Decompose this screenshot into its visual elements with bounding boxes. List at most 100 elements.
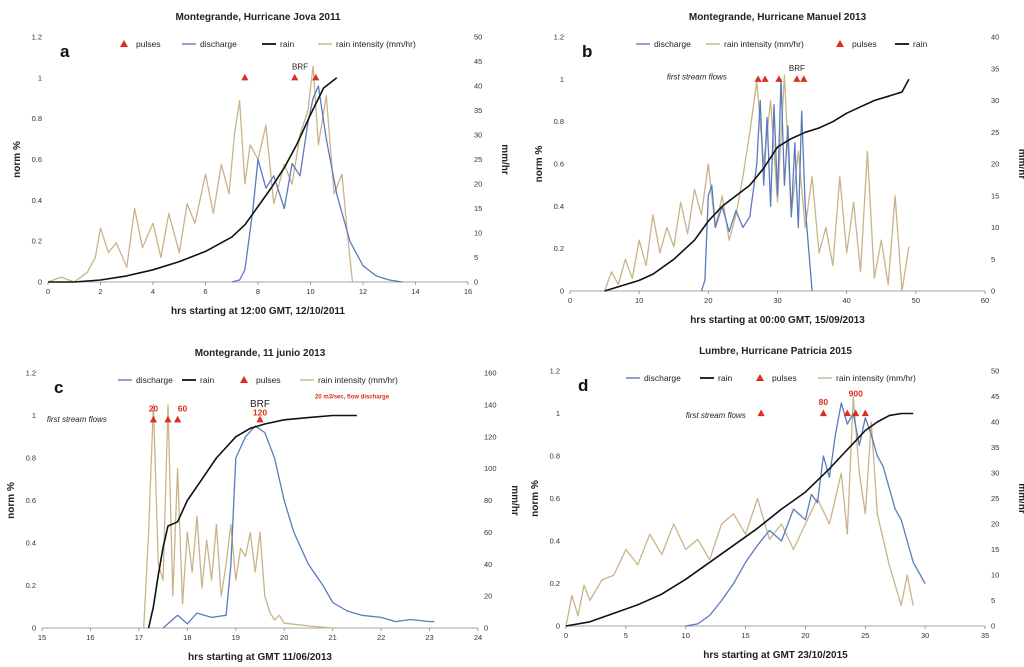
y2-tick-label: 100 (484, 464, 497, 473)
y2-tick-label: 0 (991, 287, 995, 296)
y2-tick-label: 50 (991, 367, 999, 376)
series-line-rain (565, 412, 914, 627)
legend-label: discharge (644, 373, 681, 383)
x-tick-label: 10 (635, 296, 643, 305)
annotation: BRF (292, 63, 308, 72)
y-tick-label: 0.8 (550, 452, 560, 461)
legend-label: rain intensity (mm/hr) (724, 39, 804, 49)
y-tick-label: 1 (560, 75, 564, 84)
pulse-marker (761, 75, 769, 82)
x-tick-label: 60 (981, 296, 989, 305)
panel-letter: c (54, 378, 63, 397)
chart-title: Montegrande, 11 junio 2013 (195, 348, 326, 359)
pulse-marker (757, 409, 765, 417)
y-tick-label: 0.4 (26, 539, 36, 548)
y2-tick-label: 60 (484, 528, 492, 537)
x-tick-label: 10 (682, 631, 690, 640)
x-tick-label: 35 (981, 631, 989, 640)
panel-letter: d (578, 376, 588, 395)
annotation: 20 m3/sec, flow discharge (315, 395, 390, 401)
pulse-marker (754, 75, 762, 82)
panel-b: Montegrande, Hurricane Manuel 2013 b 0 0.2 0… (534, 12, 1024, 326)
y2-tick-label: 40 (484, 560, 492, 569)
series-line-rain (48, 77, 338, 283)
pulse-marker (793, 75, 801, 82)
annotation: BRF (250, 399, 270, 410)
annotation: 80 (819, 397, 829, 407)
legend-label: discharge (136, 375, 173, 385)
chart-title: Montegrande, Hurricane Manuel 2013 (689, 12, 867, 23)
chart-title: Montegrande, Hurricane Jova 2011 (175, 12, 341, 23)
y2-tick-label: 140 (484, 400, 497, 409)
series-line-discharge (162, 425, 435, 629)
y-tick-label: 0.4 (32, 196, 42, 205)
y-tick-label: 0 (560, 287, 564, 296)
annotation: first stream flows (47, 415, 107, 424)
y2-tick-label: 10 (991, 571, 999, 580)
y2-tick-label: 30 (991, 96, 999, 105)
y-tick-label: 0.6 (554, 160, 564, 169)
x-axis-label: hrs starting at 12:00 GMT, 12/10/2011 (171, 306, 345, 317)
y2-tick-label: 10 (991, 223, 999, 232)
y-tick-label: 0.6 (550, 494, 560, 503)
x-tick-label: 6 (203, 287, 207, 296)
y-tick-label: 0.2 (32, 237, 42, 246)
pulse-marker (843, 409, 851, 417)
pulse-marker (241, 73, 249, 81)
legend-label: pulses (136, 39, 161, 49)
y2-tick-label: 0 (991, 622, 995, 631)
x-tick-label: 10 (306, 287, 314, 296)
y2-axis-label: mm/hr (499, 144, 510, 175)
series-line-intensity (603, 74, 910, 292)
x-tick-label: 16 (86, 633, 94, 642)
y-tick-label: 1.2 (550, 367, 560, 376)
pulse-marker (149, 415, 158, 423)
legend-label: rain (200, 375, 214, 385)
legend-label: pulses (256, 375, 281, 385)
legend-marker-pulses (120, 40, 128, 47)
y-tick-label: 1 (38, 73, 42, 82)
y2-tick-label: 10 (474, 229, 482, 238)
y-tick-label: 0.6 (26, 496, 36, 505)
y2-tick-label: 20 (474, 180, 482, 189)
legend-label: rain (913, 39, 927, 49)
y2-tick-label: 80 (484, 496, 492, 505)
x-tick-label: 19 (232, 633, 240, 642)
x-tick-label: 30 (773, 296, 781, 305)
x-tick-label: 16 (464, 287, 472, 296)
y2-tick-label: 30 (474, 131, 482, 140)
panel-letter: b (582, 42, 592, 61)
y2-tick-label: 40 (474, 82, 482, 91)
series-line-intensity (143, 404, 333, 629)
pulse-marker (800, 75, 808, 82)
panel-d: Lumbre, Hurricane Patricia 2015 d 0 0.2 0.4 0… (530, 346, 1024, 661)
legend-label: pulses (772, 373, 797, 383)
y2-tick-label: 25 (474, 155, 482, 164)
y2-tick-label: 120 (484, 432, 497, 441)
x-tick-label: 25 (861, 631, 869, 640)
panel-c: Montegrande, 11 junio 2013 c 0 0.2 0.4 0.6 0.8… (6, 348, 520, 663)
x-tick-label: 8 (256, 287, 260, 296)
x-tick-label: 50 (912, 296, 920, 305)
annotation: first stream flows (686, 411, 746, 420)
y2-tick-label: 30 (991, 469, 999, 478)
x-tick-label: 0 (564, 631, 568, 640)
x-tick-label: 18 (183, 633, 191, 642)
y-tick-label: 1.2 (32, 33, 42, 42)
y2-tick-label: 50 (474, 33, 482, 42)
y2-tick-label: 160 (484, 369, 497, 378)
x-tick-label: 22 (377, 633, 385, 642)
y-tick-label: 1 (556, 409, 560, 418)
y-tick-label: 0.4 (554, 202, 564, 211)
x-axis-label: hrs starting at GMT 23/10/2015 (703, 650, 848, 661)
x-tick-label: 15 (38, 633, 46, 642)
y2-tick-label: 25 (991, 128, 999, 137)
pulse-marker (861, 409, 869, 417)
annotation: 20 (149, 403, 159, 413)
y2-tick-label: 45 (991, 392, 999, 401)
x-tick-label: 14 (411, 287, 419, 296)
y2-tick-label: 5 (474, 253, 478, 262)
x-tick-label: 20 (280, 633, 288, 642)
x-tick-label: 0 (568, 296, 572, 305)
